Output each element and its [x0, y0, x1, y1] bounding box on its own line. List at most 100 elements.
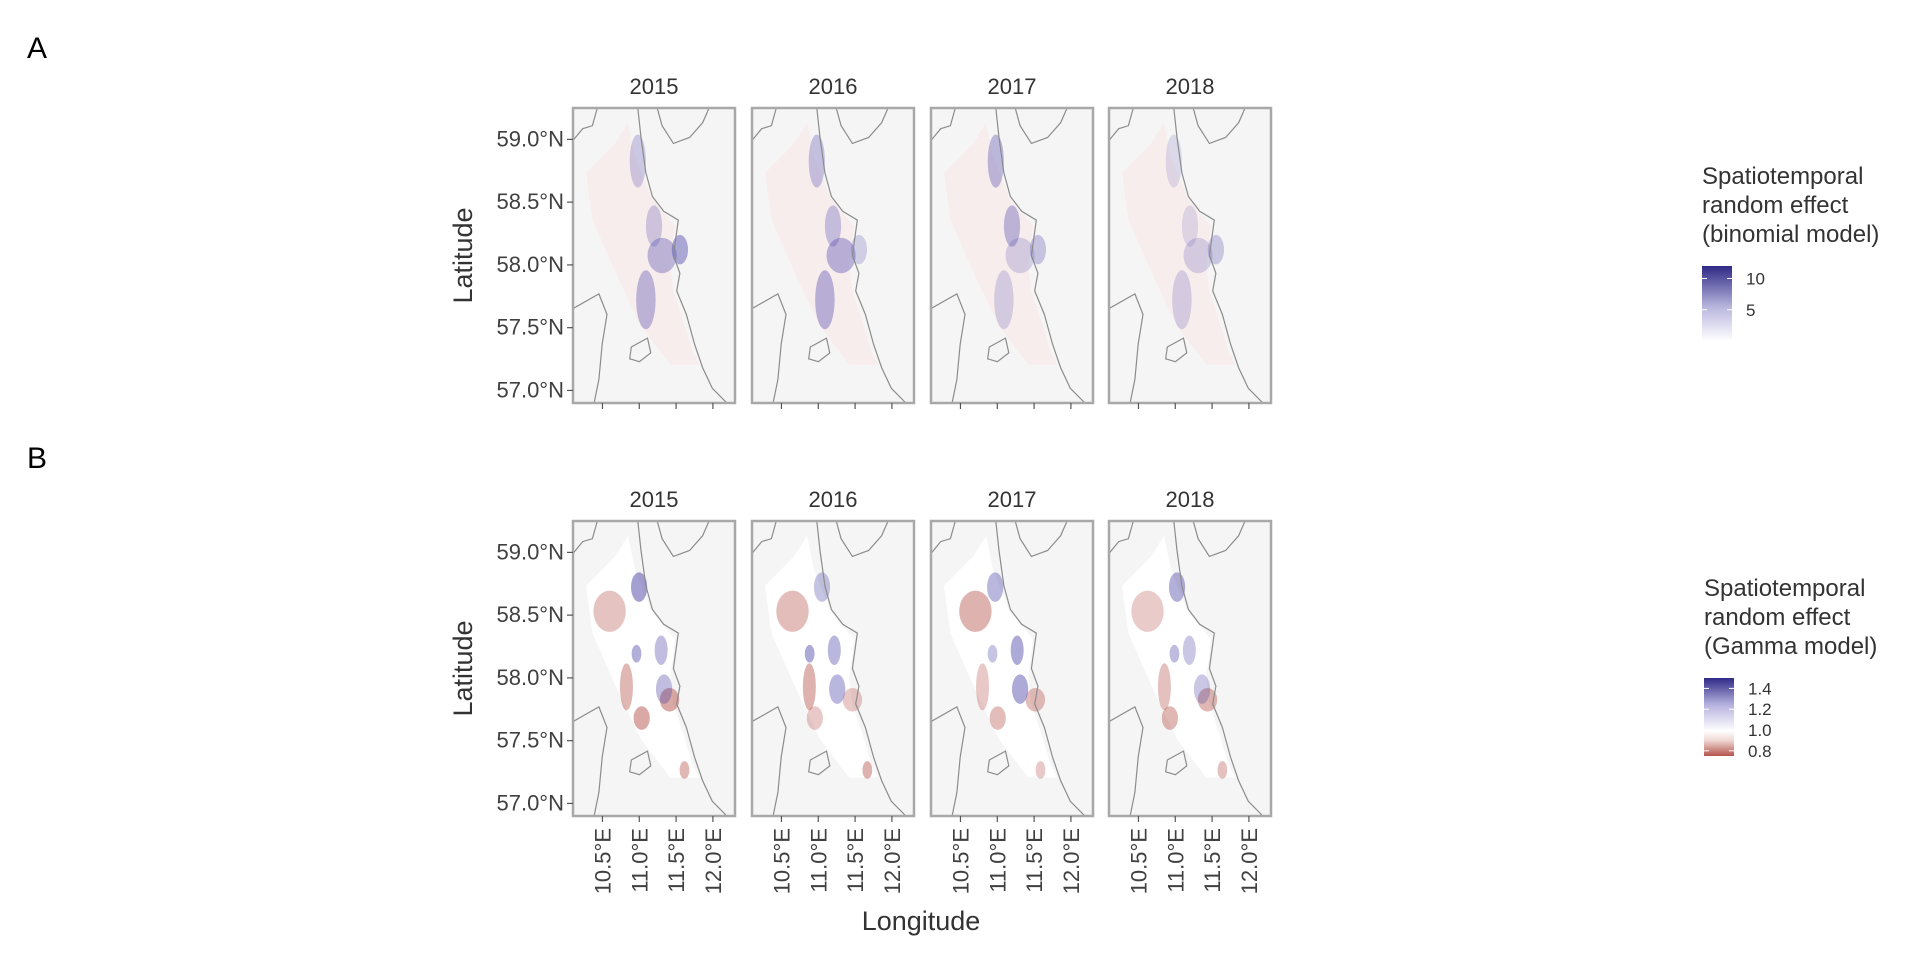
panel-a: 2015 2016 2017 2018 57.0°N 57.5°N 58.0°N 58.5°N… — [448, 74, 1879, 409]
facet-strip-label: 2017 — [988, 74, 1037, 99]
coastline — [816, 521, 907, 816]
effect-hotspot — [1183, 237, 1213, 274]
effect-negative — [776, 590, 809, 632]
y-tick-label: 57.5°N — [496, 728, 564, 753]
y-tick-label: 57.5°N — [496, 315, 564, 340]
effect-negative — [806, 706, 823, 730]
facet-frame — [750, 519, 916, 818]
facet-frame — [929, 106, 1095, 405]
effect-negative — [842, 687, 863, 712]
coastline — [1014, 521, 1068, 558]
facet-strip-label: 2015 — [630, 487, 679, 512]
x-tick-label: 11.0°E — [985, 828, 1010, 893]
legend-tick-label: 0.8 — [1748, 742, 1772, 761]
effect-negative — [989, 706, 1006, 730]
y-tick-label: 58.0°N — [496, 252, 564, 277]
legend-tick-label: 1.4 — [1748, 679, 1772, 698]
legend-tick-label: 1.0 — [1748, 721, 1772, 740]
effect-positive — [829, 674, 846, 704]
effect-hotspot — [987, 134, 1004, 188]
effect-negative — [1157, 663, 1171, 711]
effect-positive — [1193, 674, 1211, 704]
baseline-effect — [944, 122, 1058, 365]
x-tick-label: 11.5°E — [1200, 828, 1225, 893]
facet-2018: 2018 — [1107, 74, 1273, 409]
coastline — [835, 521, 889, 558]
island-outline — [808, 337, 831, 363]
effect-hotspot — [1029, 234, 1047, 265]
effect-hotspot — [1003, 205, 1021, 247]
x-tick-label: 11.5°E — [1022, 828, 1047, 893]
effect-hotspot — [994, 270, 1014, 330]
facet-2016: 2016 10.5°E 11.0°E 11.5°E 12.0°E — [750, 487, 916, 894]
facet-frame — [1107, 519, 1273, 818]
effect-positive — [1012, 674, 1029, 704]
legend-tick-label: 1.2 — [1748, 700, 1772, 719]
facet-frame — [929, 519, 1095, 818]
effect-positive — [630, 572, 648, 602]
effect-negative — [1131, 590, 1164, 632]
y-tick-label: 57.0°N — [496, 377, 564, 402]
effect-negative — [1197, 687, 1218, 712]
effect-positive — [1182, 635, 1196, 665]
island-outline — [987, 337, 1010, 363]
facet-strip-label: 2016 — [809, 487, 858, 512]
effect-negative — [1217, 761, 1228, 779]
legend-colorbar — [1702, 266, 1732, 341]
coastline — [752, 521, 777, 554]
legend-title-line: random effect — [1704, 604, 1851, 631]
coastline — [1173, 108, 1264, 403]
coastline — [931, 521, 956, 554]
effect-hotspot — [808, 134, 825, 188]
y-tick-label: 57.0°N — [496, 790, 564, 815]
effect-positive — [1010, 635, 1024, 665]
coastline — [637, 521, 728, 816]
facet-strip-label: 2018 — [1166, 74, 1215, 99]
legend-title-line: (binomial model) — [1702, 221, 1879, 248]
coastline — [931, 293, 966, 403]
legend-title-line: (Gamma model) — [1704, 633, 1877, 660]
coastline — [931, 706, 966, 816]
coastline — [1109, 521, 1134, 554]
x-tick-label: 12.0°E — [1059, 828, 1084, 894]
legend-colorbar — [1704, 678, 1734, 756]
effect-negative — [679, 761, 690, 779]
effect-positive — [631, 644, 642, 663]
coastline — [995, 521, 1086, 816]
facet-2015: 2015 — [571, 74, 737, 409]
effect-hotspot — [636, 270, 656, 330]
coastline — [835, 108, 889, 145]
x-tick-label: 11.5°E — [843, 828, 868, 893]
coastline — [656, 108, 710, 145]
effect-hotspot — [1005, 237, 1035, 274]
coastline — [752, 108, 777, 141]
effect-positive — [804, 644, 815, 663]
coastline — [573, 108, 598, 141]
legend-title-line: Spatiotemporal — [1704, 575, 1865, 602]
data-area — [944, 535, 1058, 778]
island-outline — [987, 750, 1010, 776]
effect-hotspot — [629, 134, 646, 188]
y-tick-label: 58.5°N — [496, 602, 564, 627]
legend-tick-label: 10 — [1746, 270, 1765, 289]
x-tick-label: 12.0°E — [1237, 828, 1262, 894]
coastline — [1109, 293, 1144, 403]
effect-hotspot — [850, 234, 868, 265]
effect-hotspot — [826, 237, 856, 274]
effect-hotspot — [815, 270, 835, 330]
effect-positive — [987, 572, 1004, 602]
effect-positive — [1169, 644, 1180, 663]
facet-strip-label: 2015 — [630, 74, 679, 99]
data-area — [765, 535, 879, 778]
island-outline — [629, 750, 652, 776]
effect-hotspot — [1165, 134, 1182, 188]
coastline — [1014, 108, 1068, 145]
x-tick-label: 11.0°E — [627, 828, 652, 893]
facet-strip-label: 2016 — [809, 74, 858, 99]
effect-positive — [655, 674, 673, 704]
effect-negative — [1035, 761, 1046, 779]
island-outline — [629, 337, 652, 363]
effect-positive — [813, 572, 831, 602]
facet-2017: 2017 — [929, 74, 1095, 409]
